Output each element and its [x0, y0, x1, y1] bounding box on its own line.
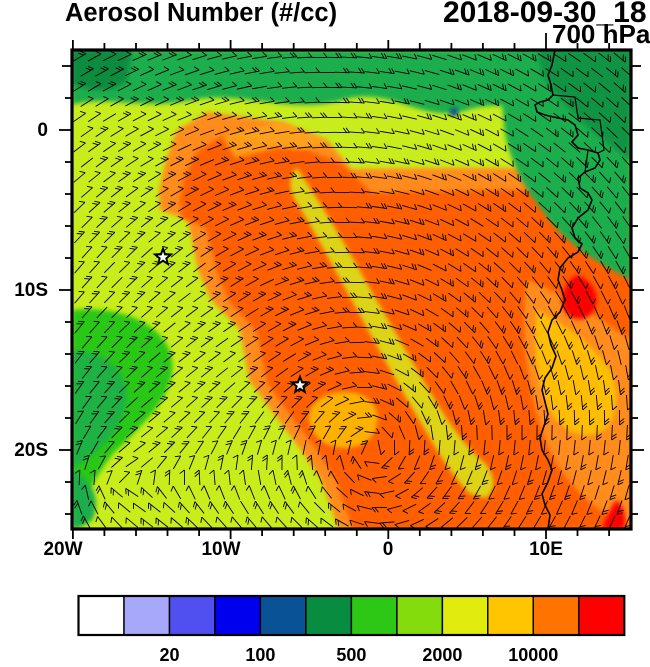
svg-text:20S: 20S: [14, 440, 48, 461]
svg-text:0: 0: [383, 539, 394, 560]
svg-text:10S: 10S: [14, 280, 48, 301]
svg-text:100: 100: [245, 645, 275, 665]
svg-text:500: 500: [336, 645, 366, 665]
svg-text:0: 0: [37, 120, 48, 141]
svg-text:2000: 2000: [422, 645, 462, 665]
svg-text:10W: 10W: [201, 539, 240, 560]
svg-text:700 hPa: 700 hPa: [552, 19, 650, 49]
svg-text:10E: 10E: [529, 539, 563, 560]
svg-text:Aerosol Number (#/cc): Aerosol Number (#/cc): [65, 0, 337, 27]
svg-text:20W: 20W: [43, 539, 82, 560]
svg-text:20: 20: [159, 645, 179, 665]
svg-text:10000: 10000: [508, 645, 558, 665]
